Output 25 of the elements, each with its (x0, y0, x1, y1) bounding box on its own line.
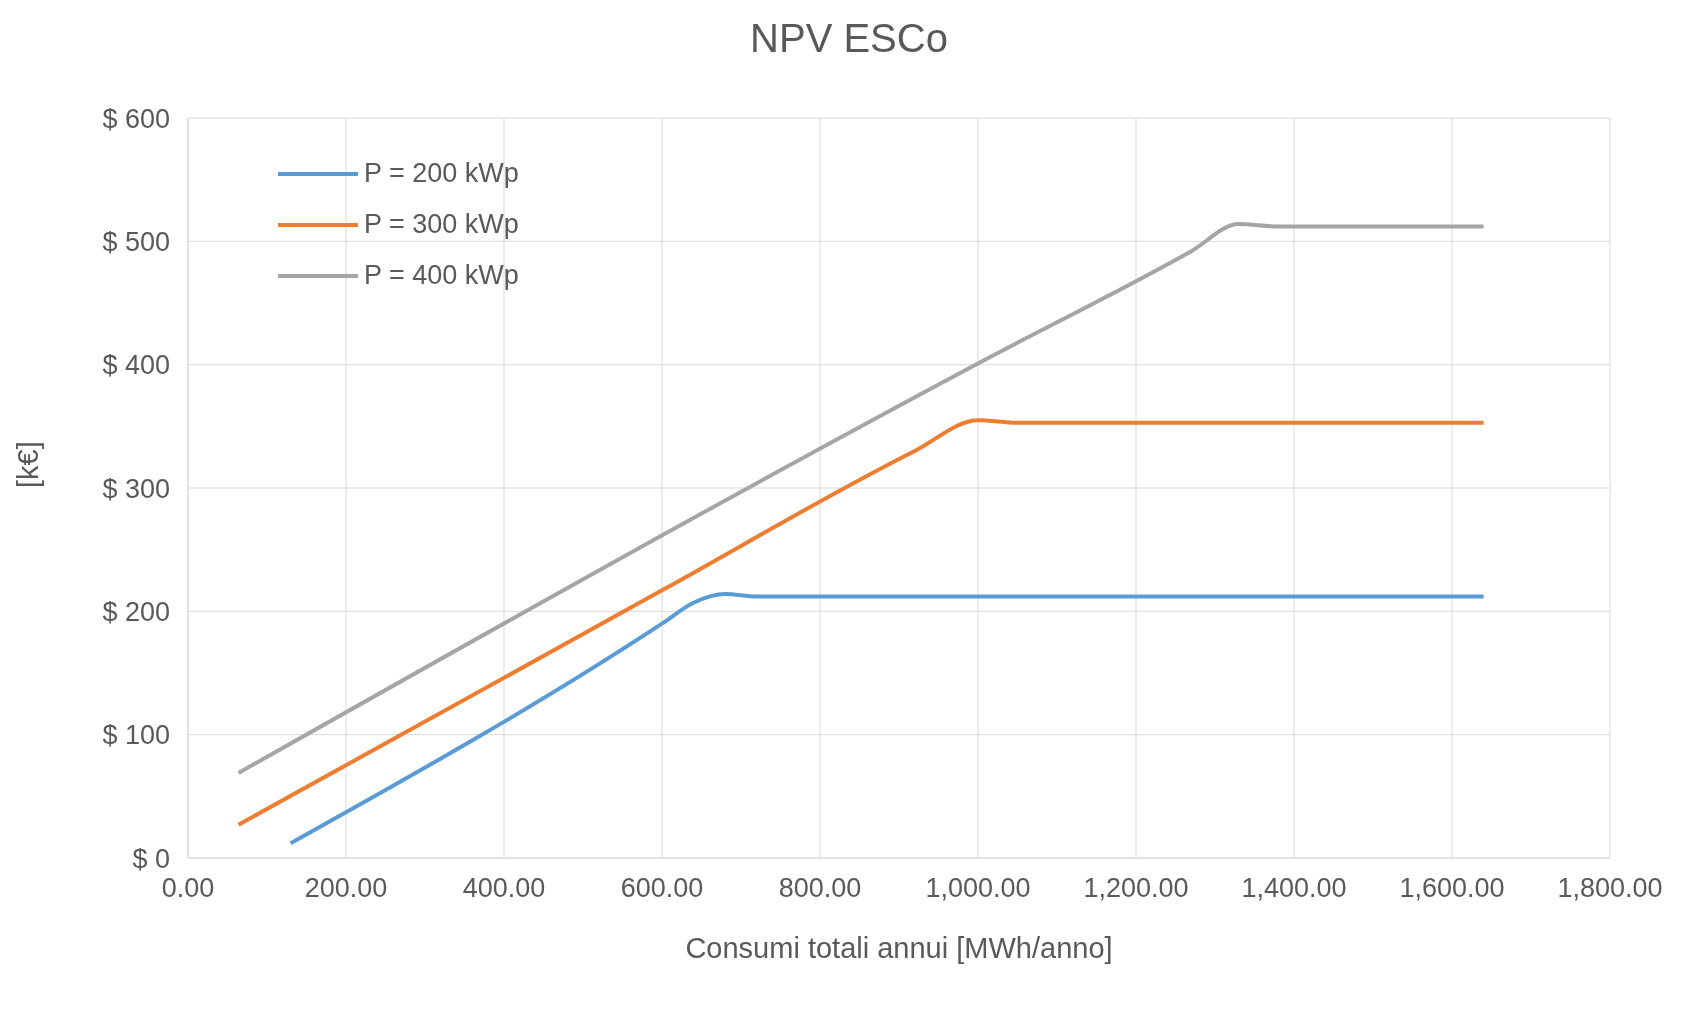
x-tick-label: 1,600.00 (1399, 873, 1505, 904)
y-tick-label: $ 600 (102, 103, 170, 134)
x-tick-label: 800.00 (778, 873, 862, 904)
x-tick-label: 400.00 (462, 873, 546, 904)
x-tick-label: 1,400.00 (1241, 873, 1347, 904)
y-tick-label: $ 400 (102, 350, 170, 381)
x-tick-label: 1,000.00 (925, 873, 1031, 904)
y-tick-label: $ 0 (132, 843, 170, 874)
line-series (288, 592, 1486, 846)
legend-label: P = 400 kWp (364, 260, 519, 291)
y-tick-label: $ 300 (102, 473, 170, 504)
chart-title: NPV ESCo (749, 15, 949, 62)
legend-label: P = 200 kWp (364, 158, 519, 189)
y-tick-label: $ 500 (102, 226, 170, 257)
y-axis-title: [k€] (12, 441, 45, 488)
x-tick-label: 1,800.00 (1557, 873, 1663, 904)
legend-label: P = 300 kWp (364, 209, 519, 240)
y-tick-label: $ 200 (102, 596, 170, 627)
x-tick-label: 0.00 (161, 873, 215, 904)
x-axis-title: Consumi totali annui [MWh/anno] (685, 932, 1113, 964)
line-series (236, 418, 1486, 827)
y-tick-label: $ 100 (102, 720, 170, 751)
x-tick-label: 200.00 (304, 873, 388, 904)
x-tick-label: 1,200.00 (1083, 873, 1189, 904)
x-tick-label: 600.00 (620, 873, 704, 904)
